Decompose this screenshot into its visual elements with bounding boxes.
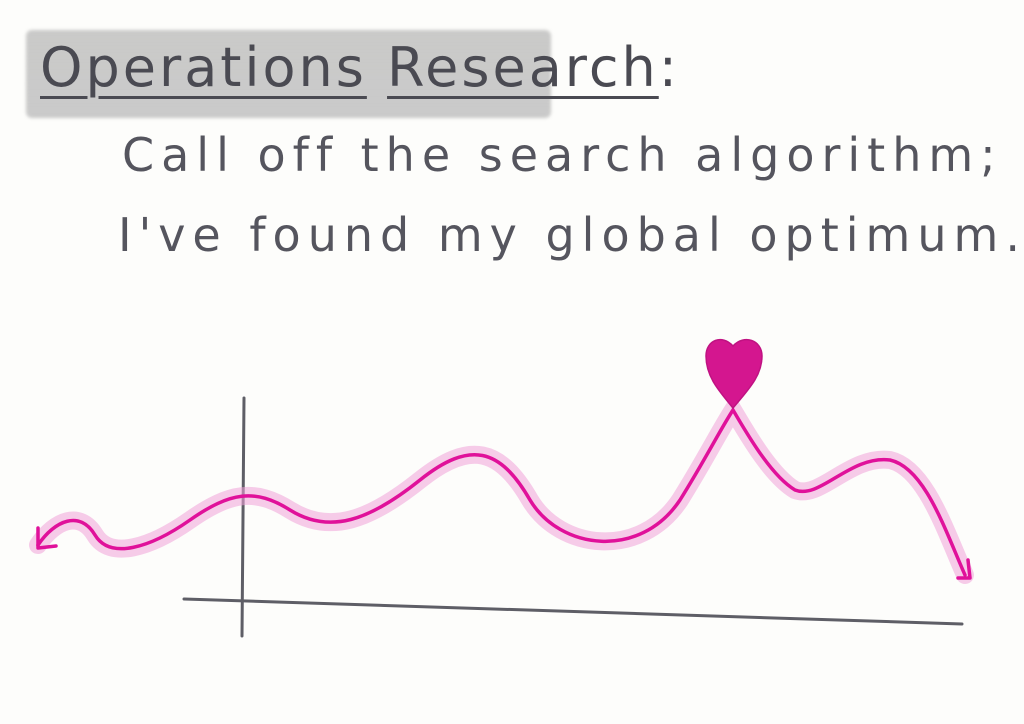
y-axis (240, 396, 246, 638)
title-word-operations: Operations (40, 36, 367, 99)
curve-glow (29, 393, 974, 584)
caption-line-1: Call off the search algorithm; (122, 128, 1003, 182)
title-word-research: Research (387, 36, 659, 99)
x-axis (182, 597, 964, 626)
left-arrowhead (36, 526, 58, 550)
title-highlight (26, 30, 551, 118)
title-colon: : (658, 36, 680, 99)
caption-line-2: I've found my global optimum. (118, 208, 1024, 262)
heart-icon (705, 338, 763, 410)
right-arrowhead (956, 558, 972, 580)
objective-curve (36, 406, 967, 577)
title: Operations Research: (40, 36, 680, 99)
